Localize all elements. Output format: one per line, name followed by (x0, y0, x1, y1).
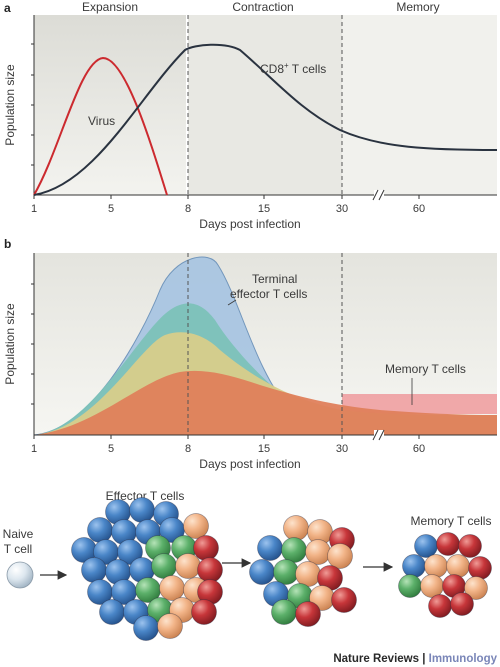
peach-t-cell (159, 575, 185, 601)
x-tick-label-b-5: 5 (108, 443, 114, 455)
blue-t-cell (414, 534, 438, 558)
blue-t-cell (87, 517, 113, 543)
red-t-cell (458, 534, 482, 558)
naive-t-cell (6, 561, 34, 589)
blue-t-cell (117, 539, 143, 565)
blue-t-cell (133, 615, 159, 641)
x-tick-label-8: 8 (185, 203, 191, 215)
red-t-cell (191, 599, 217, 625)
peach-t-cell (424, 554, 448, 578)
panel-a: a Expansion Contraction Memory (3, 0, 498, 231)
red-t-cell (436, 532, 460, 556)
cd8-label: CD8+ T cells (260, 61, 326, 76)
x-ticks-b (33, 435, 420, 439)
effector-cluster (71, 497, 223, 641)
x-tick-label-b-30: 30 (336, 443, 348, 455)
x-tick-label-b-8: 8 (185, 443, 191, 455)
terminal-label-line-2: effector T cells (230, 287, 307, 301)
naive-label-line-2: T cell (4, 542, 32, 556)
phase-label-memory: Memory (396, 0, 439, 14)
x-tick-label-b-1: 1 (31, 443, 37, 455)
contraction-phase-bg (188, 15, 342, 195)
axis-break-a (372, 189, 385, 201)
expansion-phase-bg (34, 15, 186, 195)
green-t-cell (273, 559, 299, 585)
blue-t-cell (129, 497, 155, 523)
y-axis-label-a: Population size (3, 64, 17, 146)
green-t-cell (281, 537, 307, 563)
blue-t-cell (81, 557, 107, 583)
peach-t-cell (283, 515, 309, 541)
y-axis-label-b: Population size (3, 303, 17, 385)
blue-t-cell (249, 559, 275, 585)
green-t-cell (271, 599, 297, 625)
red-t-cell (428, 594, 452, 618)
contraction-cluster (249, 515, 357, 627)
x-tick-label-30: 30 (336, 203, 348, 215)
red-t-cell (295, 601, 321, 627)
x-tick-label-5: 5 (108, 203, 114, 215)
peach-t-cell (183, 513, 209, 539)
x-tick-label-60: 60 (413, 203, 425, 215)
memory-t-cells-label: Memory T cells (385, 362, 466, 376)
orange-memory-precursor-area (34, 370, 497, 435)
peach-t-cell (327, 543, 353, 569)
terminal-label-line-1: Terminal (252, 272, 297, 286)
x-tick-label-b-15: 15 (258, 443, 270, 455)
phase-label-expansion: Expansion (82, 0, 138, 14)
x-axis-label-b: Days post infection (199, 457, 300, 471)
virus-curve (33, 56, 168, 196)
x-tick-label-1: 1 (31, 203, 37, 215)
peach-t-cell (446, 554, 470, 578)
terminal-leader-line (227, 299, 237, 306)
blue-t-cell (257, 535, 283, 561)
naive-label-line-1: Naive (3, 527, 34, 541)
red-t-cell (331, 587, 357, 613)
red-t-cell (450, 592, 474, 616)
cd8-t-cell-curve (33, 43, 498, 196)
cell-diagram: Naive T cell Effector T cells Memory T c… (3, 489, 492, 641)
memory-phase-bg (342, 15, 497, 195)
x-tick-label-15: 15 (258, 203, 270, 215)
x-axis-label-a: Days post infection (199, 217, 300, 231)
memory-cluster (398, 532, 492, 618)
peach-t-cell (157, 613, 183, 639)
red-t-cell (468, 556, 492, 580)
y-ticks-b (31, 283, 34, 405)
peach-t-cell (420, 574, 444, 598)
memory-band (342, 394, 497, 414)
memory-cells-label: Memory T cells (411, 514, 492, 528)
blue-t-cell (99, 599, 125, 625)
green-t-cell (398, 574, 422, 598)
effector-label: Effector T cells (106, 489, 185, 503)
peach-t-cell (175, 553, 201, 579)
peach-t-cell (305, 539, 331, 565)
x-ticks-a (33, 195, 420, 199)
peach-t-cell (464, 576, 488, 600)
x-tick-label-b-60: 60 (413, 443, 425, 455)
blue-t-cell (402, 554, 426, 578)
axis-break-b (372, 429, 385, 441)
panel-b: b (3, 237, 497, 471)
peach-t-cell (295, 561, 321, 587)
y-ticks-a (31, 43, 34, 166)
phase-label-contraction: Contraction (232, 0, 293, 14)
panel-b-letter: b (4, 237, 11, 251)
green-t-cell (151, 553, 177, 579)
journal-credit: Nature Reviews | Immunology (333, 653, 497, 665)
virus-label: Virus (88, 114, 115, 128)
panel-a-letter: a (4, 1, 11, 15)
red-t-cell (193, 535, 219, 561)
